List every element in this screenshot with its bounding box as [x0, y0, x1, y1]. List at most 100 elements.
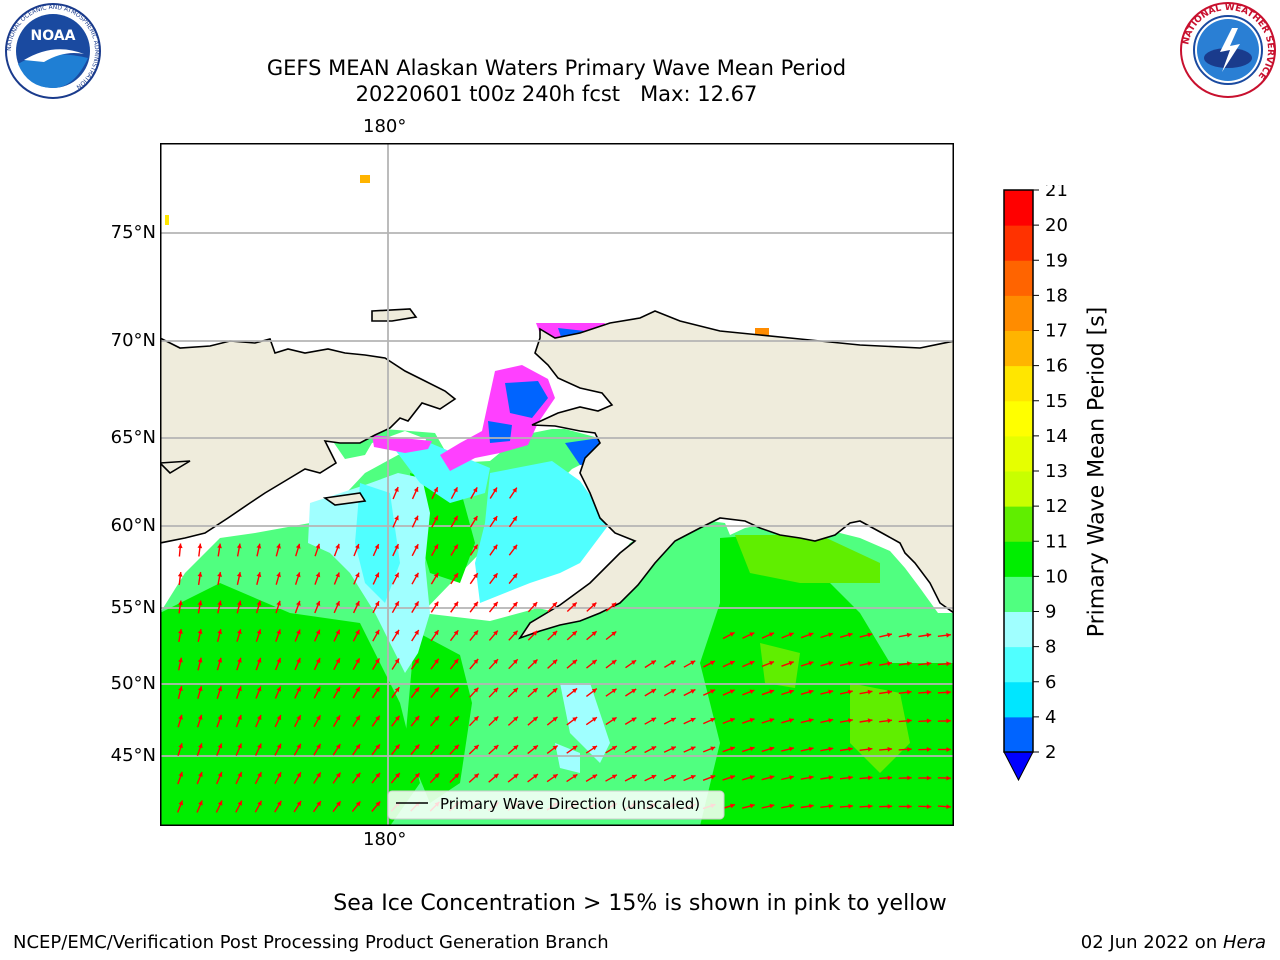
- wave-direction-arrowhead: [296, 715, 301, 721]
- wave-direction-arrowhead: [592, 745, 597, 751]
- colorbar-swatch: [1004, 646, 1033, 683]
- wave-direction-arrowhead: [256, 600, 262, 606]
- wave-direction-arrowhead: [394, 687, 400, 693]
- wave-direction-arrowhead: [197, 543, 203, 549]
- wave-direction-arrowhead: [355, 601, 360, 607]
- wave-direction-arrowhead: [651, 689, 656, 694]
- wave-direction-arrowhead: [631, 660, 637, 665]
- colorbar-swatch: [1004, 225, 1033, 261]
- wave-direction-arrowhead: [671, 775, 676, 780]
- wave-direction-arrowhead: [315, 601, 321, 606]
- wave-direction-arrowhead: [670, 717, 676, 723]
- wave-direction-arrowhead: [395, 773, 400, 778]
- wave-direction-arrowhead: [710, 746, 716, 751]
- wave-direction-arrowhead: [453, 573, 458, 578]
- wave-direction-arrowhead: [769, 775, 775, 780]
- wave-direction-arrowhead: [453, 515, 458, 521]
- wave-direction-arrowhead: [513, 716, 518, 722]
- wave-direction-arrowhead: [375, 744, 380, 750]
- wave-direction-arrowhead: [512, 516, 517, 522]
- wave-direction-arrowhead: [433, 487, 438, 493]
- wave-direction-arrowhead: [296, 572, 301, 578]
- colorbar-title: Primary Wave Mean Period [s]: [1084, 306, 1110, 638]
- colorbar-swatch: [1004, 576, 1033, 612]
- wave-direction-arrowhead: [256, 543, 262, 549]
- wave-direction-arrowhead: [552, 602, 557, 608]
- colorbar-tick-label: 9: [1045, 602, 1056, 623]
- colorbar-swatch: [1004, 330, 1033, 367]
- colorbar-tick-label: 13: [1045, 461, 1068, 482]
- wave-direction-arrowhead: [493, 745, 499, 750]
- wave-direction-arrowhead: [453, 658, 459, 664]
- wave-direction-arrowhead: [473, 544, 478, 550]
- wave-direction-arrowhead: [276, 572, 281, 578]
- wave-direction-arrowhead: [414, 715, 420, 721]
- colorbar-swatch: [1004, 541, 1033, 577]
- wave-direction-arrowhead: [552, 631, 558, 636]
- colorbar-tick-label: 6: [1045, 672, 1056, 693]
- colorbar-swatch: [1004, 295, 1033, 331]
- wave-direction-arrowhead: [512, 487, 517, 493]
- wave-direction-arrowhead: [394, 715, 400, 721]
- wave-direction-arrowhead: [552, 688, 558, 693]
- wave-direction-arrowhead: [178, 629, 183, 634]
- wave-direction-arrowhead: [749, 775, 755, 780]
- wave-direction-arrowhead: [374, 572, 380, 578]
- ice-note: Sea Ice Concentration > 15% is shown in …: [333, 891, 947, 916]
- wave-direction-arrowhead: [453, 487, 458, 493]
- wave-direction-arrowhead: [552, 716, 558, 722]
- colorbar-tick-label: 11: [1045, 531, 1068, 552]
- wave-direction-arrowhead: [414, 601, 419, 607]
- wave-direction-arrowhead: [730, 746, 735, 751]
- wave-direction-arrowhead: [650, 660, 656, 665]
- wave-direction-arrowhead: [749, 689, 755, 694]
- wave-direction-arrowhead: [749, 661, 755, 666]
- wave-direction-arrowhead: [256, 572, 262, 578]
- wave-direction-arrowhead: [473, 601, 478, 607]
- wave-direction-arrowhead: [473, 573, 478, 579]
- wave-direction-arrowhead: [394, 487, 399, 492]
- wave-direction-arrowhead: [848, 803, 853, 809]
- wave-direction-arrowhead: [867, 632, 873, 638]
- wave-direction-arrowhead: [257, 686, 262, 692]
- wave-direction-arrowhead: [847, 632, 853, 638]
- colorbar-swatch: [1004, 400, 1033, 437]
- wave-direction-arrowhead: [276, 543, 281, 549]
- wave-direction-arrowhead: [197, 657, 203, 663]
- wave-direction-arrowhead: [433, 601, 439, 607]
- wave-direction-arrowhead: [217, 686, 223, 692]
- wave-direction-arrowhead: [749, 746, 755, 752]
- wave-direction-arrowhead: [749, 803, 755, 809]
- wave-direction-arrowhead: [395, 744, 400, 750]
- wave-direction-arrowhead: [591, 688, 597, 694]
- wave-direction-arrowhead: [178, 686, 183, 691]
- wave-direction-arrowhead: [197, 572, 203, 577]
- wave-direction-arrowhead: [217, 600, 222, 606]
- wave-direction-arrowhead: [729, 718, 735, 723]
- wave-direction-arrowhead: [198, 714, 203, 720]
- wave-direction-arrowhead: [710, 718, 716, 723]
- wave-direction-arrowhead: [237, 600, 242, 606]
- wave-direction-arrowhead: [355, 572, 360, 578]
- wave-direction-arrowhead: [316, 772, 321, 778]
- wave-direction-arrowhead: [335, 686, 340, 692]
- wave-direction-arrowhead: [394, 572, 399, 578]
- wave-direction-arrowhead: [217, 543, 222, 549]
- wave-direction-arrowhead: [769, 803, 775, 809]
- wave-direction-arrowhead: [730, 775, 735, 780]
- wave-direction-arrowhead: [473, 487, 478, 493]
- wave-direction-arrowhead: [414, 687, 420, 693]
- wave-direction-arrowhead: [591, 659, 597, 665]
- wave-direction-arrowhead: [217, 772, 223, 777]
- wave-direction-arrowhead: [473, 630, 479, 636]
- wave-direction-arrowhead: [473, 745, 479, 750]
- wave-direction-arrowhead: [512, 544, 518, 550]
- wave-direction-arrowhead: [394, 515, 399, 521]
- footer-date-text: 02 Jun 2022 on: [1080, 932, 1223, 953]
- wave-direction-arrowhead: [473, 659, 479, 664]
- wave-direction-arrowhead: [453, 687, 459, 693]
- wave-direction-arrowhead: [394, 629, 399, 635]
- wave-direction-arrowhead: [217, 657, 223, 663]
- wave-direction-arrowhead: [611, 746, 617, 751]
- wave-direction-arrowhead: [532, 659, 538, 665]
